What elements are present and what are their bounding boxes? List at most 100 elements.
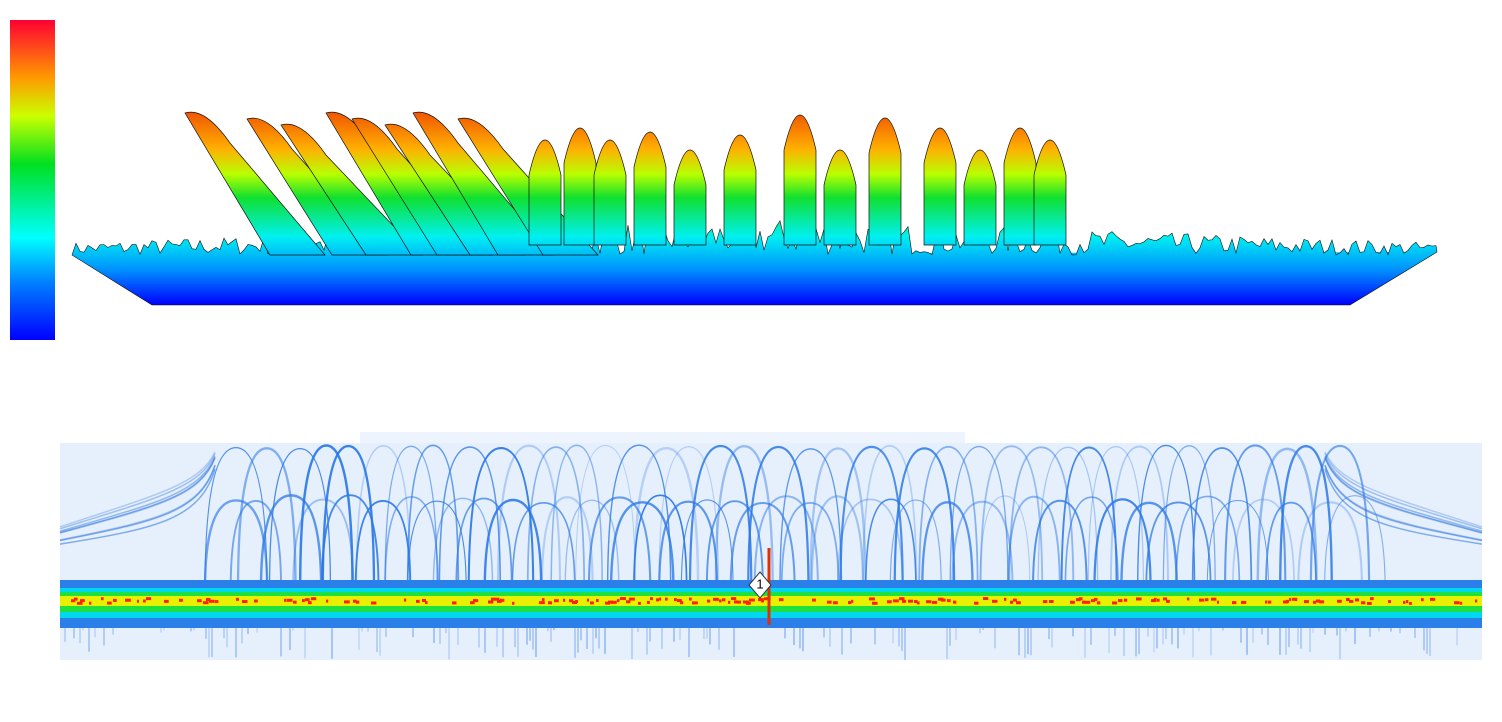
noise-hot (1136, 597, 1142, 601)
noise-hot (1316, 599, 1321, 603)
channel-arc (384, 496, 439, 591)
noise-hot (305, 598, 310, 602)
noise-hot (1187, 597, 1190, 601)
channel-arc (355, 444, 412, 591)
channel-arc (1064, 496, 1119, 591)
noise-hot (1082, 600, 1086, 604)
noise-hot (1361, 601, 1366, 605)
rolloff-trace (1324, 468, 1483, 545)
noise-hot (491, 597, 496, 601)
noise-hot (344, 600, 350, 604)
channel-arc (1206, 500, 1269, 591)
noise-hot (1157, 598, 1160, 602)
channel-arc (575, 445, 636, 591)
marker-diamond (748, 571, 772, 599)
channel-arc (979, 495, 1031, 591)
noise-hot (125, 598, 131, 602)
channel-arc (836, 498, 904, 591)
noise-hot (1289, 597, 1292, 601)
noise-hot (1211, 597, 1217, 601)
noise-hot (1370, 597, 1374, 601)
noise-hot (1367, 601, 1372, 605)
noise-hot (722, 598, 726, 602)
noise-hot (638, 601, 641, 605)
channel-arc (949, 445, 1009, 591)
noise-hot (113, 598, 117, 602)
noise-hot (470, 601, 475, 605)
noise-hot (554, 599, 559, 603)
channel-arc (407, 500, 467, 591)
noise-hot (1268, 600, 1272, 604)
noise-hot (1154, 597, 1157, 601)
channel-arc (839, 445, 904, 591)
channel-arc (259, 494, 323, 591)
noise-hot (203, 601, 209, 605)
noise-hot (206, 598, 211, 602)
channel-arc (893, 447, 956, 591)
noise-hot (563, 598, 566, 602)
noise-hot (179, 598, 183, 602)
noise-hot (1049, 600, 1054, 604)
noise-hot (650, 597, 653, 601)
noise-hot (1346, 597, 1350, 601)
noise-hot (941, 598, 946, 602)
noise-hot (596, 599, 599, 603)
noise-band (60, 596, 1482, 606)
channel-arc (298, 444, 354, 591)
noise-hot (1091, 599, 1096, 603)
channel-arc (633, 446, 700, 591)
noise-hot (902, 599, 907, 603)
rolloff-trace (1324, 453, 1483, 530)
noise-hot (983, 597, 989, 601)
channel-arc (455, 497, 513, 591)
noise-hot (899, 597, 905, 601)
noise-hot (743, 600, 749, 604)
noise-hot (1454, 601, 1460, 605)
noise-hot (746, 601, 751, 605)
noise-hot (1205, 598, 1209, 602)
noise-hot (737, 600, 741, 604)
channel-arc (780, 501, 840, 591)
channel-arc (1120, 501, 1178, 591)
channel-arc (1145, 501, 1212, 591)
rolloff-trace (1324, 451, 1483, 528)
lobe (723, 134, 757, 246)
noise-hot (731, 597, 737, 601)
noise-hot (371, 601, 377, 605)
noise-hot (926, 600, 932, 604)
noise-hot (236, 597, 239, 601)
noise-hot (1319, 600, 1325, 604)
channel-arc (918, 445, 979, 591)
noise-hot (74, 597, 78, 601)
noise-hot (680, 601, 684, 605)
noise-hot (620, 597, 626, 601)
marker: 1 (748, 571, 772, 599)
channel-arc (1191, 447, 1253, 591)
channel-arc (1008, 446, 1075, 591)
noise-hot (548, 601, 552, 605)
lobe (923, 127, 957, 246)
noise-hot (242, 600, 248, 604)
noise-hot (1004, 597, 1007, 601)
noise-hot (1304, 600, 1309, 604)
noise-hot (749, 598, 755, 602)
channel-arc (1324, 495, 1386, 591)
noise-hot (1112, 601, 1118, 605)
noise-hot (938, 597, 944, 601)
noise-hot (1337, 599, 1342, 603)
noise-hot (107, 601, 112, 605)
noise-hot (287, 598, 293, 602)
channel-arc (432, 497, 494, 591)
noise-hot (569, 599, 574, 603)
noise-hot (626, 600, 631, 604)
noise-hot (512, 601, 515, 605)
noise-hot (494, 597, 500, 601)
noise-hot (713, 597, 719, 601)
channel-arc (810, 495, 865, 591)
noise-hot (1016, 601, 1021, 605)
noise-hot (353, 599, 357, 603)
noise-hot (1313, 600, 1317, 604)
noise-hot (665, 597, 668, 601)
noise-hot (659, 597, 662, 601)
lobe (868, 117, 902, 246)
